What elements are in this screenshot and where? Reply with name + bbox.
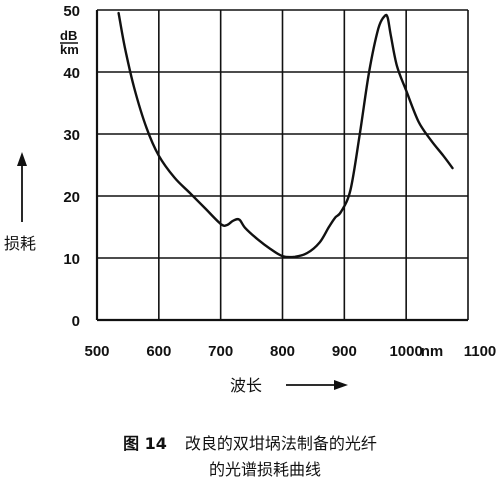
figure-caption-2: 的光谱损耗曲线 [0, 456, 500, 480]
loss-spectrum-chart: 500 600 700 800 900 1000 1100 0 10 20 30 40 50 dB km… [4, 3, 496, 395]
y-arrow-head-icon [17, 152, 27, 166]
y-tick-label: 40 [63, 65, 80, 82]
caption-line-2: 的光谱损耗曲线 [208, 460, 321, 479]
x-tick-label: 1100 [464, 343, 497, 360]
x-tick-label: 900 [332, 343, 357, 360]
y-unit-bottom: km [60, 42, 79, 57]
figure-caption: 图 14 改良的双坩埚法制备的光纤 [0, 430, 500, 454]
y-axis-label: 损耗 [4, 234, 36, 253]
grid [95, 9, 469, 322]
x-tick-label: 800 [270, 343, 295, 360]
y-tick-label: 50 [63, 3, 80, 20]
x-tick-label: 500 [84, 343, 109, 360]
x-tick-label: 1000 [389, 343, 422, 360]
x-tick-label: 700 [208, 343, 233, 360]
caption-line-1: 改良的双坩埚法制备的光纤 [184, 434, 377, 453]
y-tick-label: 20 [63, 189, 80, 206]
y-tick-label: 30 [63, 127, 80, 144]
y-unit-top: dB [60, 28, 77, 43]
figure-label: 图 14 [123, 434, 167, 453]
x-arrow-head-icon [334, 380, 348, 390]
x-unit: nm [421, 343, 444, 360]
loss-curve [117, 11, 454, 259]
tick-labels: 500 600 700 800 900 1000 1100 0 10 20 30 40 50 [63, 3, 496, 360]
y-tick-label: 0 [72, 313, 80, 330]
x-axis-label: 波长 [230, 376, 262, 395]
y-tick-label: 10 [63, 251, 80, 268]
x-tick-label: 600 [146, 343, 171, 360]
